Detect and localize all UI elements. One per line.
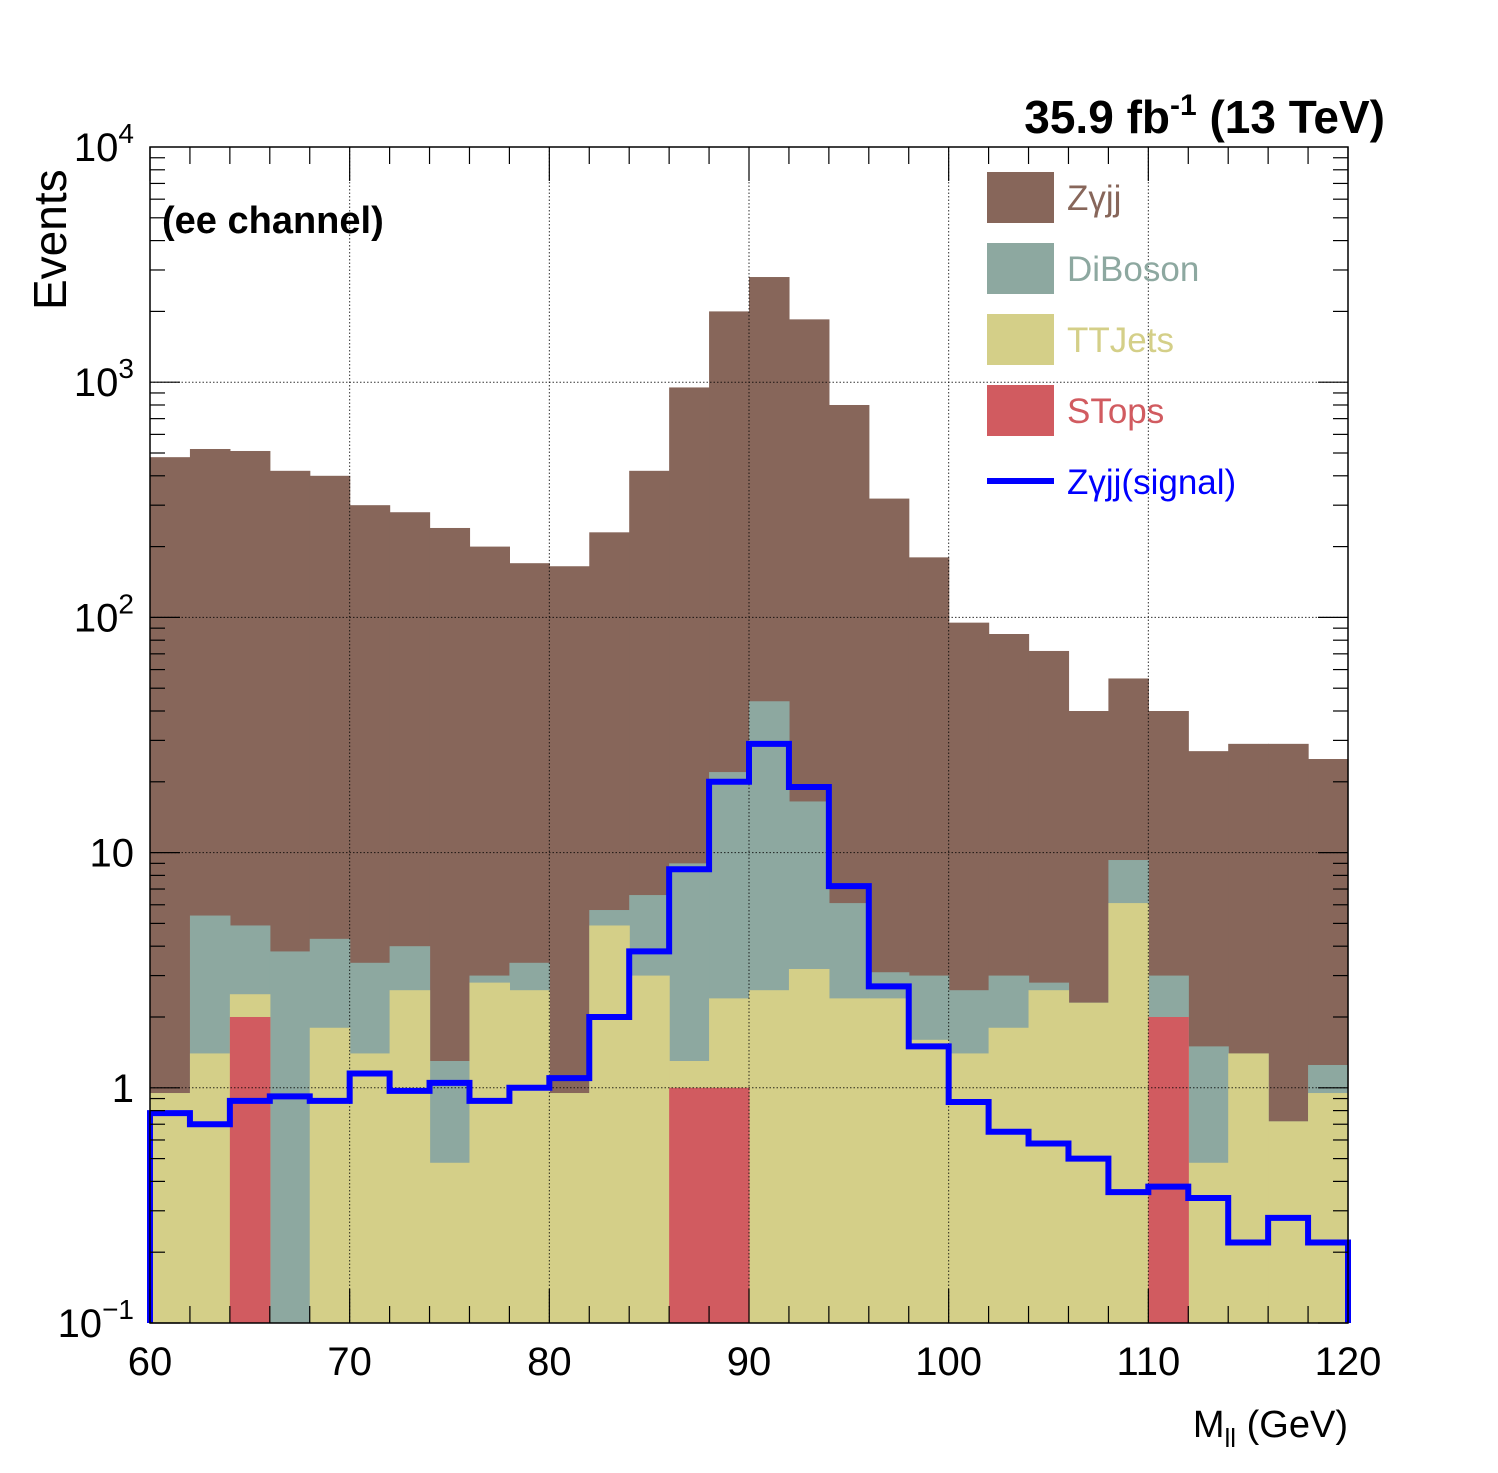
- legend-label: TTJets: [1067, 321, 1174, 360]
- ttjets-bar: [429, 1162, 471, 1323]
- ttjets-bar: [948, 1053, 990, 1323]
- legend-swatch: [987, 243, 1054, 294]
- ttjets-bar: [469, 982, 510, 1323]
- legend-label: Zγjj(signal): [1067, 463, 1236, 502]
- ttjets-bar: [908, 1039, 950, 1323]
- ttjets-bar: [1028, 990, 1070, 1323]
- legend-label: STops: [1067, 392, 1164, 431]
- x-tick-label: 70: [327, 1340, 372, 1384]
- ttjets-bar: [309, 1027, 351, 1323]
- y-tick-label: 10−1: [58, 1294, 134, 1346]
- y-tick-label: 102: [74, 588, 134, 640]
- ttjets-bar: [349, 1053, 391, 1323]
- ttjets-bar: [1068, 1002, 1109, 1323]
- x-axis-label: Mll (GeV): [1193, 1404, 1348, 1453]
- x-tick-label: 110: [1116, 1340, 1180, 1384]
- stops-bar: [669, 1087, 710, 1323]
- ttjets-bar: [1228, 1053, 1269, 1323]
- stops-bar: [1148, 1016, 1189, 1323]
- ttjets-bar: [788, 968, 830, 1323]
- stops-bar: [709, 1087, 750, 1323]
- x-tick-label: 90: [727, 1340, 772, 1384]
- ttjets-bar: [150, 1093, 191, 1323]
- ttjets-bar: [828, 998, 870, 1323]
- ttjets-bar: [1308, 1093, 1349, 1323]
- x-tick-label: 100: [915, 1340, 982, 1384]
- lumi-label: 35.9 fb-1 (13 TeV): [1024, 89, 1385, 143]
- ttjets-bar: [749, 990, 790, 1323]
- x-tick-label: 80: [527, 1340, 572, 1384]
- y-tick-label: 104: [74, 118, 134, 170]
- ttjets-bar: [509, 990, 550, 1323]
- stack-fill-layer: [150, 277, 1349, 1324]
- ttjets-bar: [1188, 1162, 1229, 1323]
- legend-entry: TTJets: [987, 314, 1174, 365]
- x-tick-label: 120: [1315, 1340, 1382, 1384]
- legend-swatch: [987, 172, 1054, 223]
- ttjets-bar: [589, 925, 630, 1323]
- legend-label: Zγjj: [1067, 179, 1121, 218]
- y-tick-label: 103: [74, 353, 134, 405]
- signal-line: [147, 740, 1351, 1323]
- legend-entry: DiBoson: [987, 243, 1199, 294]
- legend-entry: STops: [987, 385, 1164, 436]
- ttjets-bar: [868, 998, 910, 1323]
- lumi-exponent: -1: [1170, 89, 1197, 122]
- legend-swatch: [987, 385, 1054, 436]
- legend-entry: Zγjj: [987, 172, 1121, 223]
- stops-bar: [229, 1016, 271, 1323]
- legend: Zγjj DiBoson TTJets STops Zγjj(signal): [987, 172, 1236, 502]
- diboson-bar: [269, 951, 311, 1323]
- stack-stops: [229, 1016, 1189, 1323]
- legend-label: DiBoson: [1067, 250, 1199, 289]
- y-tick-label: 10: [90, 832, 135, 876]
- y-tick-label: 1: [112, 1067, 134, 1111]
- x-tick-label: 60: [128, 1340, 173, 1384]
- ttjets-bar: [389, 990, 431, 1323]
- ttjets-bar: [629, 975, 670, 1323]
- signal-layer: [147, 740, 1351, 1323]
- y-axis-label: Events: [24, 169, 76, 310]
- ttjets-bar: [988, 1027, 1030, 1323]
- legend-swatch: [987, 314, 1054, 365]
- ttjets-bar: [549, 1093, 590, 1323]
- ttjets-bar: [189, 1053, 231, 1323]
- ttjets-bar: [1268, 1121, 1309, 1323]
- channel-label: (ee channel): [162, 200, 384, 242]
- x-axis-label-subscript: ll: [1225, 1423, 1237, 1453]
- legend-entry: Zγjj(signal): [987, 463, 1236, 502]
- ttjets-bar: [1108, 903, 1149, 1323]
